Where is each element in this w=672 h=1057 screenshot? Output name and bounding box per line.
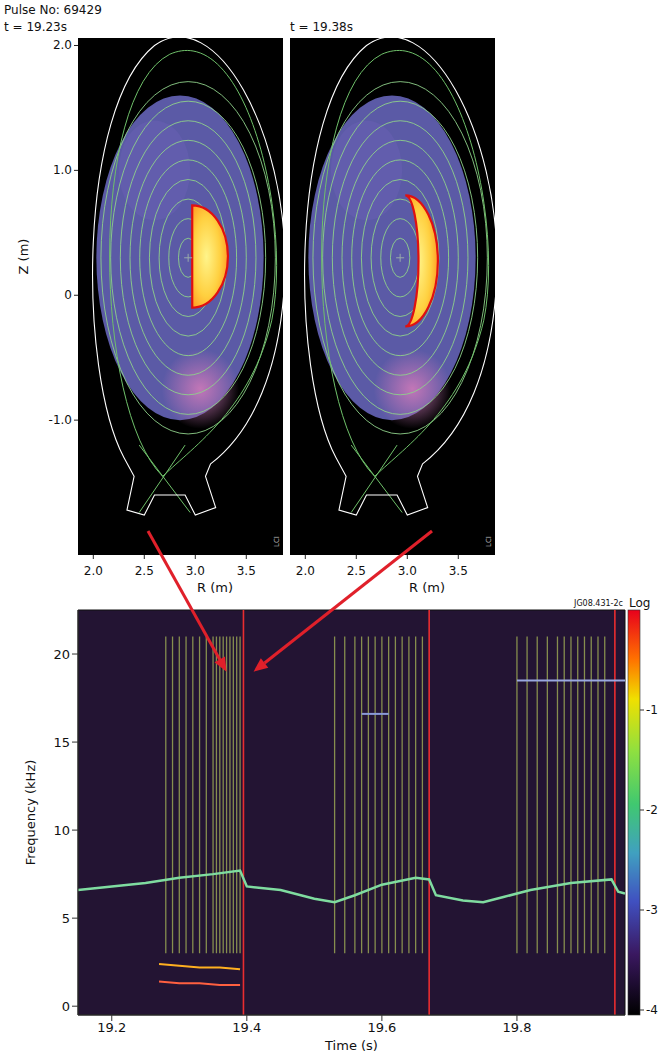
svg-text:Log: Log <box>629 596 650 610</box>
svg-text:Time (s): Time (s) <box>324 1038 378 1053</box>
svg-text:-3: -3 <box>646 903 658 917</box>
svg-text:2.5: 2.5 <box>135 564 154 578</box>
svg-text:JG08.431-2c: JG08.431-2c <box>573 599 623 608</box>
svg-text:Frequency (kHz): Frequency (kHz) <box>23 760 38 866</box>
svg-text:-4: -4 <box>646 1003 658 1017</box>
svg-text:1.0: 1.0 <box>53 163 72 177</box>
svg-text:2.0: 2.0 <box>296 564 315 578</box>
svg-text:3.0: 3.0 <box>398 564 417 578</box>
svg-text:2.0: 2.0 <box>53 38 72 52</box>
svg-text:Z (m): Z (m) <box>16 239 31 275</box>
svg-text:-1: -1 <box>646 703 658 717</box>
svg-text:0: 0 <box>64 288 72 302</box>
svg-text:Pulse No: 69429: Pulse No: 69429 <box>4 3 102 17</box>
svg-text:15: 15 <box>53 735 70 750</box>
svg-text:20: 20 <box>53 647 70 662</box>
svg-text:-1.0: -1.0 <box>49 413 72 427</box>
svg-text:t = 19.38s: t = 19.38s <box>290 20 353 34</box>
svg-text:LCI: LCI <box>485 536 493 547</box>
svg-text:10: 10 <box>53 823 70 838</box>
svg-text:19.4: 19.4 <box>232 1020 261 1035</box>
svg-text:t = 19.23s: t = 19.23s <box>4 20 67 34</box>
svg-text:3.5: 3.5 <box>449 564 468 578</box>
svg-text:R (m): R (m) <box>197 580 233 595</box>
svg-text:19.2: 19.2 <box>97 1020 126 1035</box>
svg-text:R (m): R (m) <box>409 580 445 595</box>
svg-text:19.6: 19.6 <box>367 1020 396 1035</box>
svg-text:0: 0 <box>62 999 70 1014</box>
svg-text:LCI: LCI <box>273 536 281 547</box>
svg-text:2.0: 2.0 <box>84 564 103 578</box>
svg-text:19.8: 19.8 <box>502 1020 531 1035</box>
svg-text:5: 5 <box>62 911 70 926</box>
svg-text:3.0: 3.0 <box>186 564 205 578</box>
svg-text:2.5: 2.5 <box>347 564 366 578</box>
svg-text:-2: -2 <box>646 803 658 817</box>
svg-text:3.5: 3.5 <box>237 564 256 578</box>
